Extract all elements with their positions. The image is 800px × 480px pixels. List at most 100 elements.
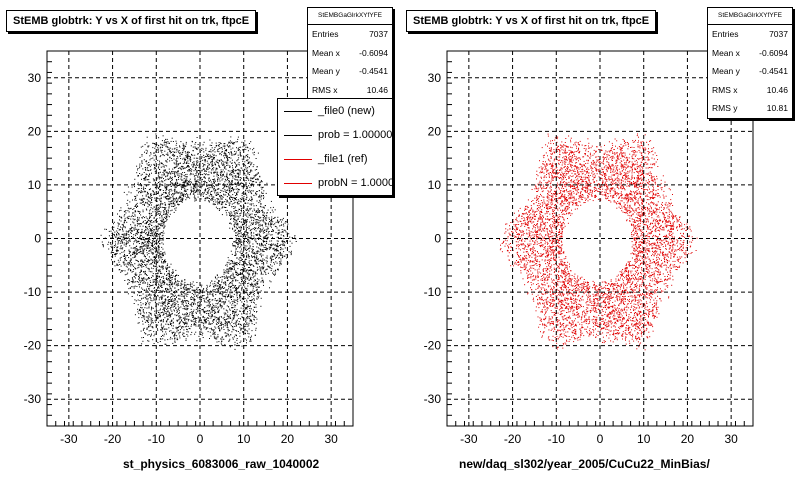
data-point xyxy=(217,299,219,301)
data-point xyxy=(213,329,215,331)
data-point xyxy=(249,203,251,205)
data-point xyxy=(145,185,147,187)
data-point xyxy=(235,320,237,322)
data-point xyxy=(151,307,153,309)
data-point xyxy=(136,165,138,167)
data-point xyxy=(224,297,226,299)
data-point xyxy=(153,287,155,289)
data-point xyxy=(153,235,155,237)
data-point xyxy=(266,248,268,250)
data-point xyxy=(245,182,247,184)
data-point xyxy=(232,311,234,313)
data-point xyxy=(143,184,145,186)
data-point xyxy=(182,185,184,187)
data-point xyxy=(250,315,252,317)
data-point xyxy=(225,192,227,193)
data-point xyxy=(171,277,173,278)
data-point xyxy=(157,175,159,177)
data-point xyxy=(261,219,263,221)
data-point xyxy=(155,316,157,318)
data-point xyxy=(226,323,228,324)
data-point xyxy=(143,203,145,205)
data-point xyxy=(228,259,230,261)
data-point xyxy=(159,181,161,183)
data-point xyxy=(291,237,293,239)
data-point xyxy=(203,181,205,182)
data-point xyxy=(174,310,175,312)
data-point xyxy=(113,252,115,253)
data-point xyxy=(134,199,136,201)
data-point xyxy=(168,274,170,276)
data-point xyxy=(153,192,155,194)
data-point xyxy=(207,154,208,156)
data-point xyxy=(146,244,148,246)
data-point xyxy=(245,264,247,266)
data-point xyxy=(116,230,118,232)
data-point xyxy=(178,201,180,202)
data-point xyxy=(134,218,136,220)
data-point xyxy=(253,194,255,196)
data-point xyxy=(144,254,146,256)
data-point xyxy=(221,201,223,203)
data-point xyxy=(254,334,256,336)
data-point xyxy=(116,247,118,249)
data-point xyxy=(220,299,222,301)
data-point xyxy=(272,236,273,238)
data-point xyxy=(144,321,146,323)
data-point xyxy=(245,148,247,150)
data-point xyxy=(287,225,288,227)
data-point xyxy=(200,182,202,184)
data-point xyxy=(175,151,177,153)
data-point xyxy=(234,306,236,308)
data-point xyxy=(214,311,216,313)
data-point xyxy=(169,314,171,316)
data-point xyxy=(274,209,276,211)
data-point xyxy=(166,171,168,173)
data-point xyxy=(164,186,166,188)
data-point xyxy=(164,225,166,227)
data-point xyxy=(152,208,154,210)
data-point xyxy=(225,320,226,322)
data-point xyxy=(146,241,148,243)
data-point xyxy=(276,240,278,242)
data-point xyxy=(220,197,222,199)
data-point xyxy=(137,229,139,231)
data-point xyxy=(201,289,203,291)
data-point xyxy=(161,286,162,288)
data-point xyxy=(257,268,259,270)
data-point xyxy=(208,302,210,304)
data-point xyxy=(136,248,138,250)
data-point xyxy=(122,228,123,230)
data-point xyxy=(159,214,161,215)
data-point xyxy=(223,163,225,165)
data-point xyxy=(151,214,153,216)
data-point xyxy=(185,152,187,154)
data-point xyxy=(166,308,168,310)
data-point xyxy=(249,292,251,294)
data-point xyxy=(155,146,157,148)
data-point xyxy=(134,314,136,316)
data-point xyxy=(181,154,183,155)
data-point xyxy=(142,211,144,213)
data-point xyxy=(141,241,143,243)
data-point xyxy=(226,278,228,279)
data-point xyxy=(209,301,211,303)
data-point xyxy=(245,271,247,273)
data-point xyxy=(150,299,152,301)
data-point xyxy=(157,269,159,271)
data-point xyxy=(144,177,145,179)
data-point xyxy=(212,333,214,335)
data-point xyxy=(173,202,175,204)
data-point xyxy=(251,213,253,215)
data-point xyxy=(119,229,121,231)
data-point xyxy=(161,246,163,248)
data-point xyxy=(252,270,254,272)
data-point xyxy=(155,133,157,135)
data-point xyxy=(211,316,212,318)
data-point xyxy=(181,319,183,321)
data-point xyxy=(230,267,232,269)
data-point xyxy=(247,317,249,319)
data-point xyxy=(261,230,263,232)
data-point xyxy=(139,173,141,174)
data-point xyxy=(233,266,235,268)
